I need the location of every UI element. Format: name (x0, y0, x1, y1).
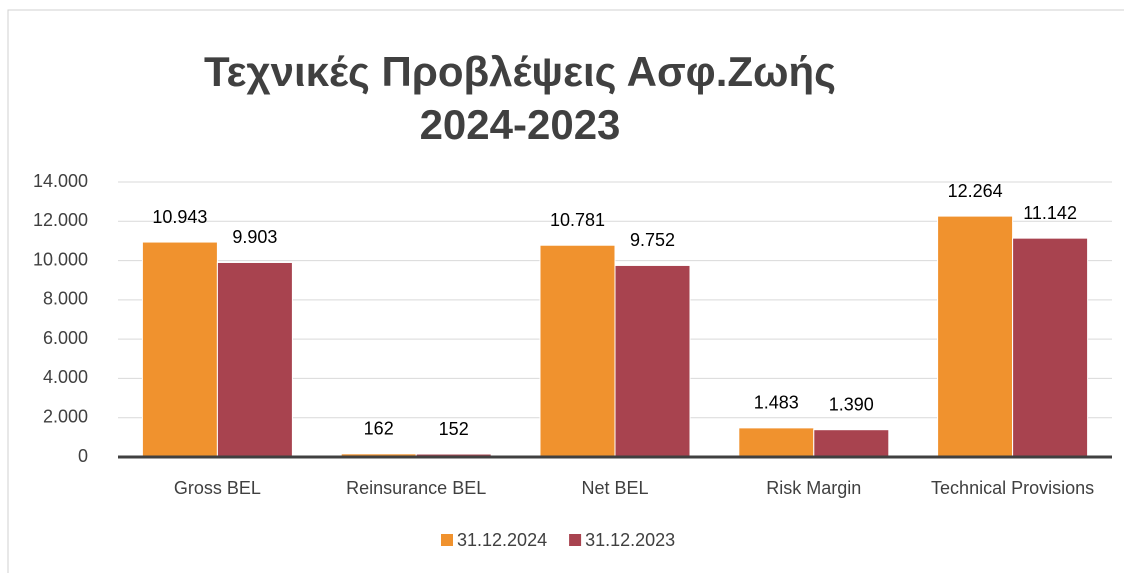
data-label: 9.903 (232, 227, 277, 247)
bar (539, 244, 616, 458)
x-tick-label: Reinsurance BEL (346, 478, 486, 498)
y-tick-label: 6.000 (43, 328, 88, 348)
legend-swatch (441, 534, 453, 546)
bar (614, 264, 691, 458)
bar (738, 427, 815, 458)
bar (813, 429, 890, 458)
data-label: 12.264 (948, 181, 1003, 201)
data-label: 152 (439, 419, 469, 439)
bar (1012, 237, 1089, 458)
x-tick-label: Risk Margin (766, 478, 861, 498)
y-tick-label: 10.000 (33, 249, 88, 269)
bar (141, 241, 218, 458)
data-label: 9.752 (630, 230, 675, 250)
bar (216, 261, 293, 458)
data-label: 1.483 (754, 393, 799, 413)
y-tick-label: 2.000 (43, 406, 88, 426)
y-tick-label: 14.000 (33, 171, 88, 191)
chart-title: Τεχνικές Προβλέψεις Ασφ.Ζωής (204, 48, 836, 95)
bar (937, 215, 1014, 458)
y-tick-label: 0 (78, 446, 88, 466)
data-label: 11.142 (1023, 203, 1077, 223)
x-tick-label: Gross BEL (174, 478, 261, 498)
x-tick-label: Technical Provisions (931, 478, 1094, 498)
x-tick-label: Net BEL (581, 478, 648, 498)
legend-label: 31.12.2024 (457, 530, 547, 550)
data-label: 10.943 (152, 207, 207, 227)
data-label: 162 (364, 419, 394, 439)
legend-label: 31.12.2023 (585, 530, 675, 550)
y-tick-label: 4.000 (43, 367, 88, 387)
data-label: 1.390 (829, 394, 874, 414)
y-tick-label: 8.000 (43, 289, 88, 309)
y-tick-label: 12.000 (33, 210, 88, 230)
chart-title: 2024-2023 (420, 101, 621, 148)
chart-border (7, 9, 1124, 573)
data-label: 10.781 (550, 210, 605, 230)
legend-swatch (569, 534, 582, 546)
